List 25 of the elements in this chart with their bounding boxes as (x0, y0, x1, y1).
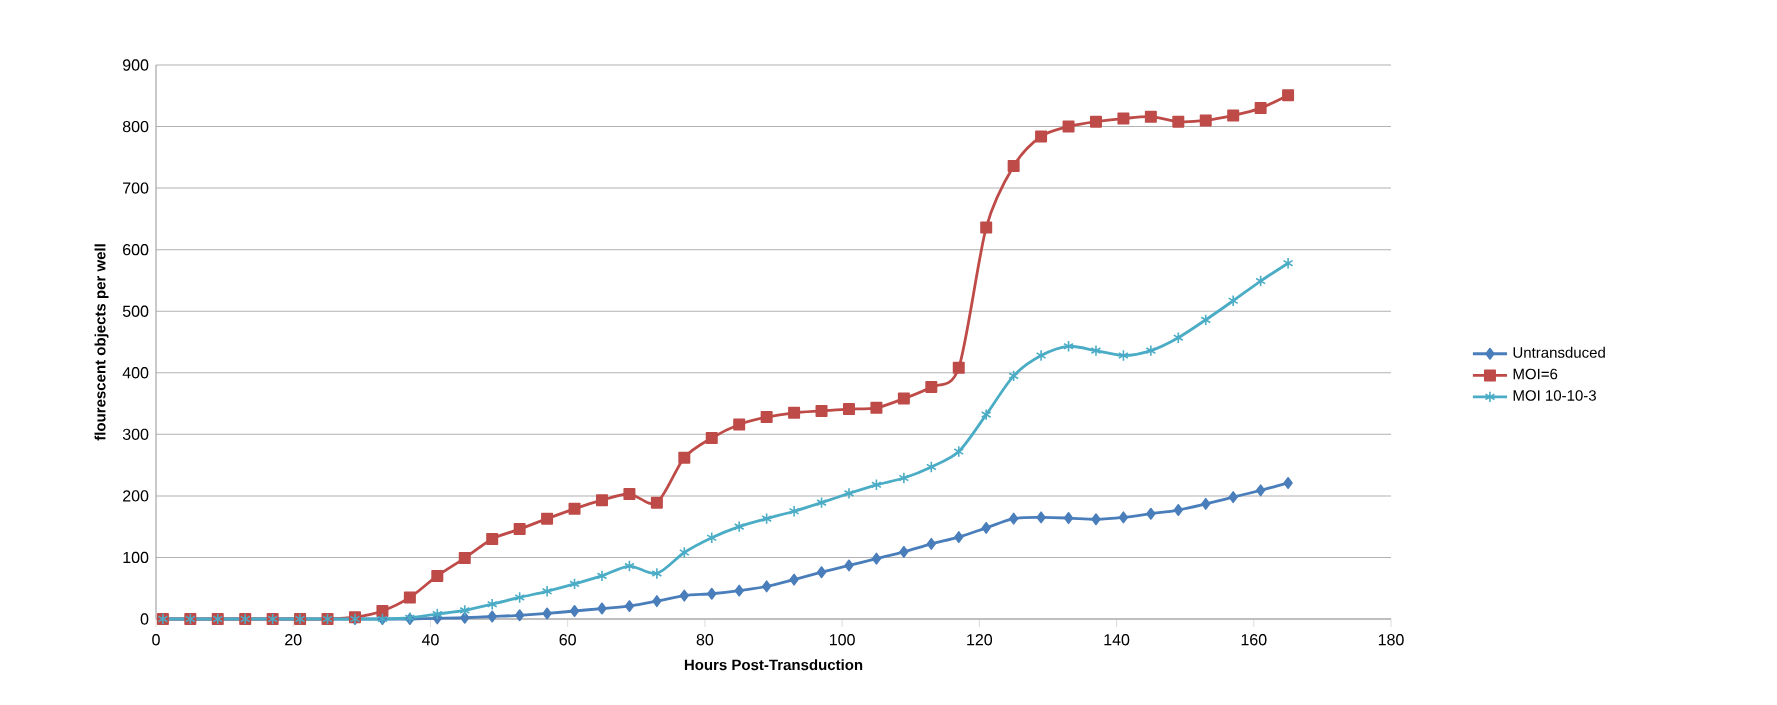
y-tick-label: 600 (123, 244, 149, 256)
legend-label: MOI=6 (1513, 368, 1558, 380)
y-tick-label: 500 (122, 305, 149, 317)
legend-label: MOI 10-10-3 (1513, 390, 1596, 401)
x-tick-label: 180 (1378, 634, 1404, 646)
x-axis-title: Hours Post-Transduction (684, 659, 863, 671)
x-tick-label: 40 (421, 634, 439, 646)
y-tick-label: 100 (123, 551, 149, 564)
y-axis-title: flourescent objects per well (94, 244, 109, 441)
x-tick-label: 20 (285, 634, 302, 646)
y-tick-label: 0 (140, 613, 149, 625)
x-tick-label: 80 (696, 634, 714, 646)
y-tick-label: 200 (123, 490, 149, 502)
y-tick-label: 900 (123, 59, 149, 71)
y-tick-label: 400 (122, 367, 149, 379)
x-tick-label: 120 (967, 634, 993, 646)
y-tick-label: 300 (122, 428, 149, 440)
x-tick-label: 60 (559, 634, 576, 646)
x-tick-label: 140 (1104, 634, 1130, 646)
legend-label: Untransduced (1513, 346, 1605, 358)
x-tick-label: 160 (1241, 634, 1267, 646)
x-tick-label: 100 (829, 634, 855, 646)
y-tick-label: 700 (123, 182, 149, 194)
x-tick-label: 0 (152, 634, 160, 646)
y-tick-label: 800 (122, 120, 149, 133)
